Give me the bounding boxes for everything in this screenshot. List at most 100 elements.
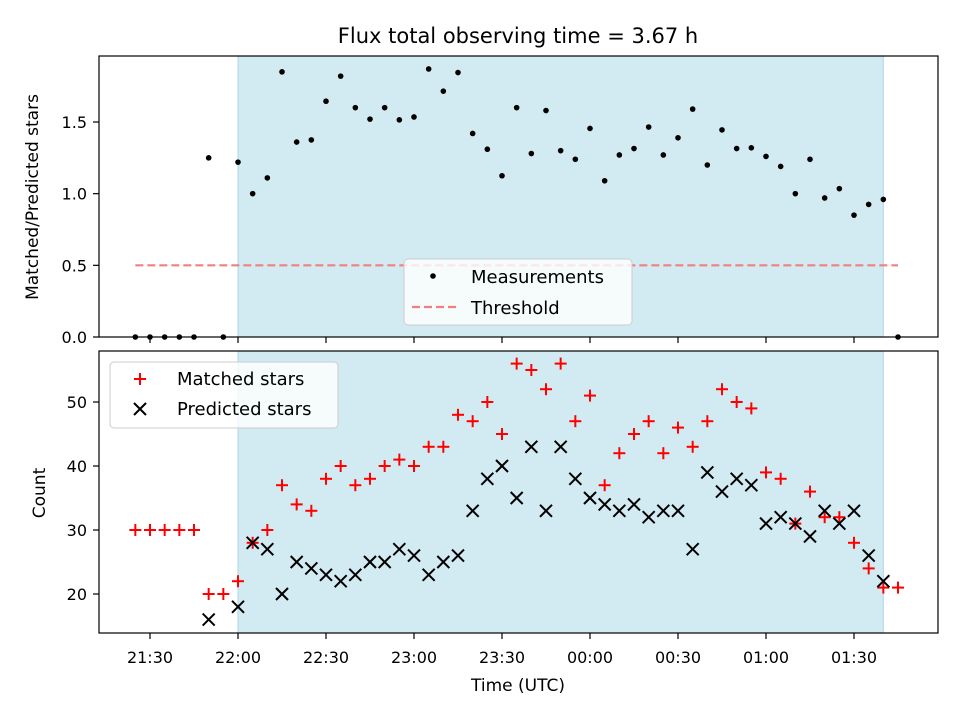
predicted-star-point <box>671 504 685 518</box>
legend-predicted-marker <box>133 402 147 416</box>
predicted-star-point <box>803 529 817 544</box>
matched-star-point <box>349 479 362 492</box>
legend-matched-label: Matched stars <box>177 369 304 390</box>
matched-star-point <box>173 524 186 536</box>
predicted-star-point <box>524 440 539 454</box>
measurement-point <box>836 185 843 192</box>
matched-star-point <box>276 479 288 492</box>
matched-star-point <box>540 383 552 396</box>
predicted-star-point <box>201 612 216 627</box>
predicted-star-point <box>319 568 333 582</box>
measurement-point <box>733 145 740 152</box>
x-tick-label: 00:30 <box>655 648 701 667</box>
matched-star-point <box>393 453 406 466</box>
predicted-star-point <box>348 568 363 582</box>
measurement-point <box>660 152 667 158</box>
x-tick-label: 21:30 <box>127 648 173 667</box>
matched-star-point <box>642 415 655 428</box>
matched-star-point <box>686 440 699 453</box>
predicted-star-point <box>421 568 436 582</box>
measurement-point <box>323 98 329 105</box>
predicted-star-point <box>627 497 641 512</box>
matched-star-point <box>437 440 450 453</box>
measurement-point <box>411 114 417 120</box>
predicted-star-point <box>480 472 495 486</box>
measurement-point <box>499 172 505 179</box>
measurement-point <box>865 201 872 208</box>
measurement-point <box>675 134 681 141</box>
measurement-point <box>719 127 725 133</box>
measurement-point <box>469 130 476 137</box>
matched-star-point <box>628 428 640 440</box>
measurement-point <box>851 212 857 218</box>
predicted-star-point <box>700 465 715 480</box>
measurement-point <box>572 156 579 163</box>
predicted-star-point <box>817 504 832 518</box>
measurement-point <box>367 116 373 122</box>
predicted-star-point <box>377 555 392 569</box>
measurement-point <box>440 88 447 94</box>
matched-star-point <box>804 485 816 498</box>
measurement-point <box>807 156 813 163</box>
measurement-point <box>205 155 212 161</box>
predicted-star-point <box>465 504 480 518</box>
chart-title: Flux total observing time = 3.67 h <box>338 24 698 48</box>
predicted-star-point <box>231 600 245 614</box>
matched-star-point <box>774 472 787 485</box>
legend-threshold-label: Threshold <box>470 298 560 319</box>
predicted-star-point <box>495 459 509 473</box>
x-tick-label: 23:00 <box>391 648 437 667</box>
bottom-plot-frame <box>98 350 939 634</box>
matched-star-point <box>496 428 508 440</box>
matched-star-point <box>745 402 758 415</box>
predicted-star-point <box>788 516 803 531</box>
bottom-y-tick-label: 50 <box>67 393 87 412</box>
top-y-tick-label: 0.5 <box>62 256 87 275</box>
predicted-star-point <box>289 555 304 569</box>
predicted-star-point <box>333 574 348 588</box>
matched-star-point <box>701 415 714 428</box>
matched-star-point <box>525 364 538 376</box>
measurement-point <box>484 146 491 153</box>
predicted-star-point <box>773 510 788 524</box>
bottom-y-tick-label: 30 <box>67 521 87 540</box>
predicted-star-point <box>568 472 583 486</box>
predicted-star-point <box>876 574 891 588</box>
matched-star-point <box>261 524 274 536</box>
predicted-star-point <box>553 440 568 454</box>
matched-star-point <box>129 524 142 536</box>
matched-star-point <box>716 383 728 396</box>
matched-star-point <box>598 479 611 492</box>
predicted-star-point <box>847 504 861 518</box>
predicted-star-point <box>861 548 876 563</box>
measurement-point <box>543 107 549 114</box>
matched-star-point <box>569 415 582 428</box>
top-y-tick-label: 1.5 <box>62 113 87 132</box>
matched-star-point <box>217 588 230 600</box>
predicted-star-point <box>363 555 377 569</box>
matched-star-point <box>613 447 626 460</box>
matched-star-point <box>158 524 171 536</box>
measurement-point <box>425 66 432 72</box>
measurement-point <box>249 190 256 197</box>
predicted-star-point <box>509 491 524 505</box>
predicted-star-point <box>715 484 729 499</box>
measurement-point <box>381 104 388 111</box>
predicted-star-point <box>407 548 421 563</box>
x-axis-label: Time (UTC) <box>470 676 565 696</box>
predicted-star-point <box>583 491 597 505</box>
legend-measurements-label: Measurements <box>471 267 604 288</box>
measurement-point <box>279 69 285 75</box>
measurement-point <box>352 104 359 111</box>
measurement-point <box>821 195 828 201</box>
bottom-y-tick-label: 20 <box>67 585 87 604</box>
bottom-y-tick-label: 40 <box>67 457 87 476</box>
measurement-point <box>601 177 608 184</box>
matched-star-point <box>144 524 156 536</box>
measurement-point <box>235 159 241 165</box>
measurement-point <box>748 145 755 151</box>
matched-star-point <box>202 588 215 600</box>
predicted-star-point <box>597 497 612 512</box>
measurement-point <box>704 162 711 168</box>
